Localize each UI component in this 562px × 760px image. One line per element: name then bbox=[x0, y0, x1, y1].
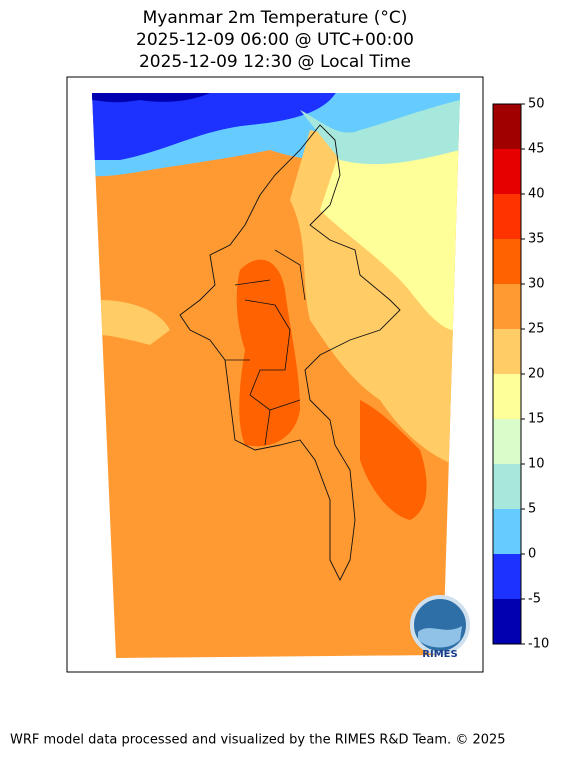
colorbar-tick-label: 5 bbox=[528, 502, 536, 517]
footer: WRF model data processed and visualized … bbox=[10, 733, 506, 748]
colorbar-band bbox=[493, 284, 521, 329]
colorbar-band bbox=[493, 194, 521, 239]
colorbar-band bbox=[493, 509, 521, 554]
colorbar-band bbox=[493, 329, 521, 374]
colorbar-tick-label: 10 bbox=[528, 457, 545, 472]
colorbar: -10 -5 0 5 10 15 20 25 30 35 40 45 50 bbox=[492, 97, 549, 652]
map: RIMES bbox=[66, 76, 484, 673]
colorbar-band bbox=[493, 374, 521, 419]
colorbar-tick-label: 45 bbox=[528, 142, 545, 157]
title-line: 2025-12-09 12:30 @ Local Time bbox=[139, 52, 411, 72]
colorbar-tick-label: 30 bbox=[528, 277, 545, 292]
logo-text: RIMES bbox=[422, 649, 457, 660]
colorbar-band bbox=[493, 239, 521, 284]
colorbar-tick-label: 15 bbox=[528, 412, 545, 427]
region-borders bbox=[225, 249, 306, 446]
logo: RIMES bbox=[410, 595, 470, 660]
colorbar-tick-label: 25 bbox=[528, 322, 545, 337]
colorbar-tick-label: 0 bbox=[528, 547, 536, 562]
colorbar-band bbox=[493, 419, 521, 464]
colorbar-band bbox=[493, 554, 521, 599]
title-line: 2025-12-09 06:00 @ UTC+00:00 bbox=[136, 30, 414, 50]
colorbar-band bbox=[493, 464, 521, 509]
colorbar-tick-label: 35 bbox=[528, 232, 545, 247]
title-line: Myanmar 2m Temperature (°C) bbox=[143, 8, 408, 28]
colorbar-tick-label: 50 bbox=[528, 97, 545, 112]
colorbar-band bbox=[493, 104, 521, 149]
colorbar-tick-label: -5 bbox=[528, 592, 541, 607]
colorbar-tick-label: 40 bbox=[528, 187, 545, 202]
temperature-field bbox=[92, 93, 460, 658]
colorbar-tick-label: -10 bbox=[528, 637, 549, 652]
colorbar-band bbox=[493, 149, 521, 194]
colorbar-tick-label: 20 bbox=[528, 367, 545, 382]
country-border bbox=[179, 124, 401, 582]
colorbar-band bbox=[493, 599, 521, 644]
